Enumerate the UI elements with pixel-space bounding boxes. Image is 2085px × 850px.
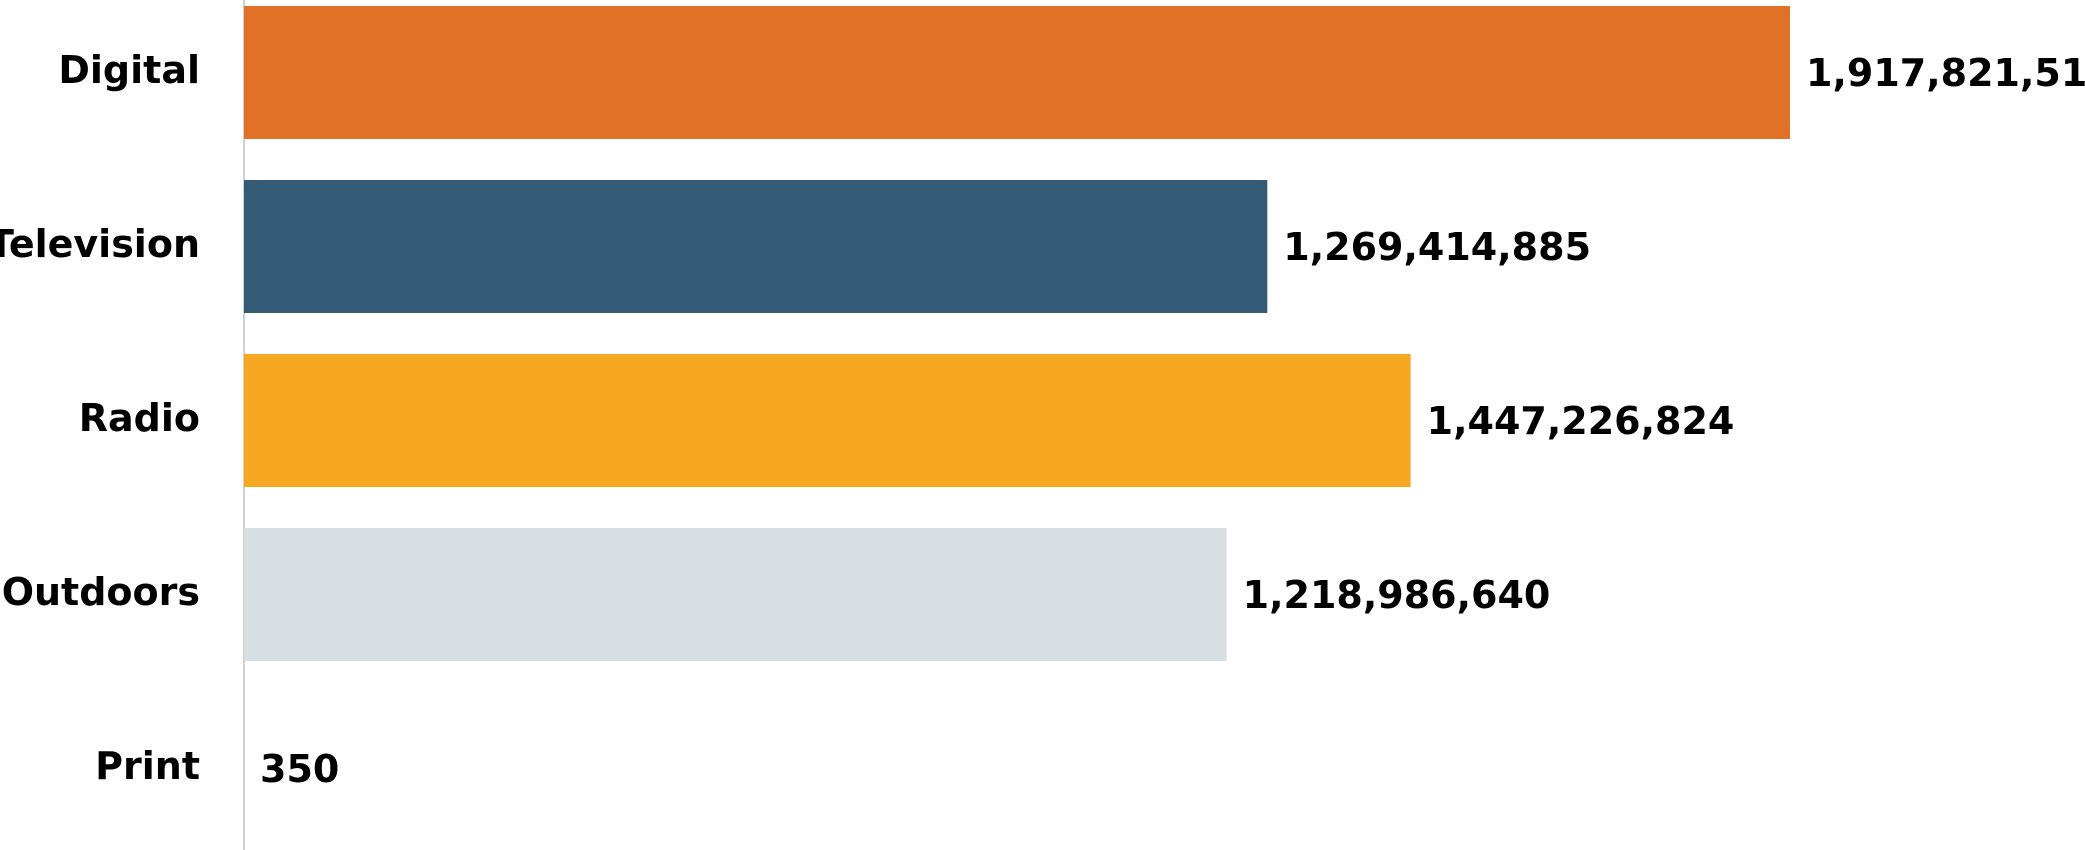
data-label-print: 350 [260,747,339,791]
bars-group [244,6,1790,835]
bar-digital [244,6,1790,139]
category-labels: Digital Television Radio Outdoors Print [0,48,200,788]
data-label-outdoors: 1,218,986,640 [1243,573,1551,617]
bar-television [244,180,1268,313]
data-labels: 1,917,821,513 1,269,414,885 1,447,226,824 1… [260,51,2085,791]
category-label-outdoors: Outdoors [2,570,200,614]
category-label-radio: Radio [79,396,200,440]
data-label-television: 1,269,414,885 [1283,225,1591,269]
bar-outdoors [244,528,1227,661]
category-label-digital: Digital [58,48,200,92]
category-label-print: Print [95,744,200,788]
bar-radio [244,354,1411,487]
category-label-television: Television [0,222,200,266]
data-label-radio: 1,447,226,824 [1427,399,1735,443]
data-label-digital: 1,917,821,513 [1806,51,2085,95]
